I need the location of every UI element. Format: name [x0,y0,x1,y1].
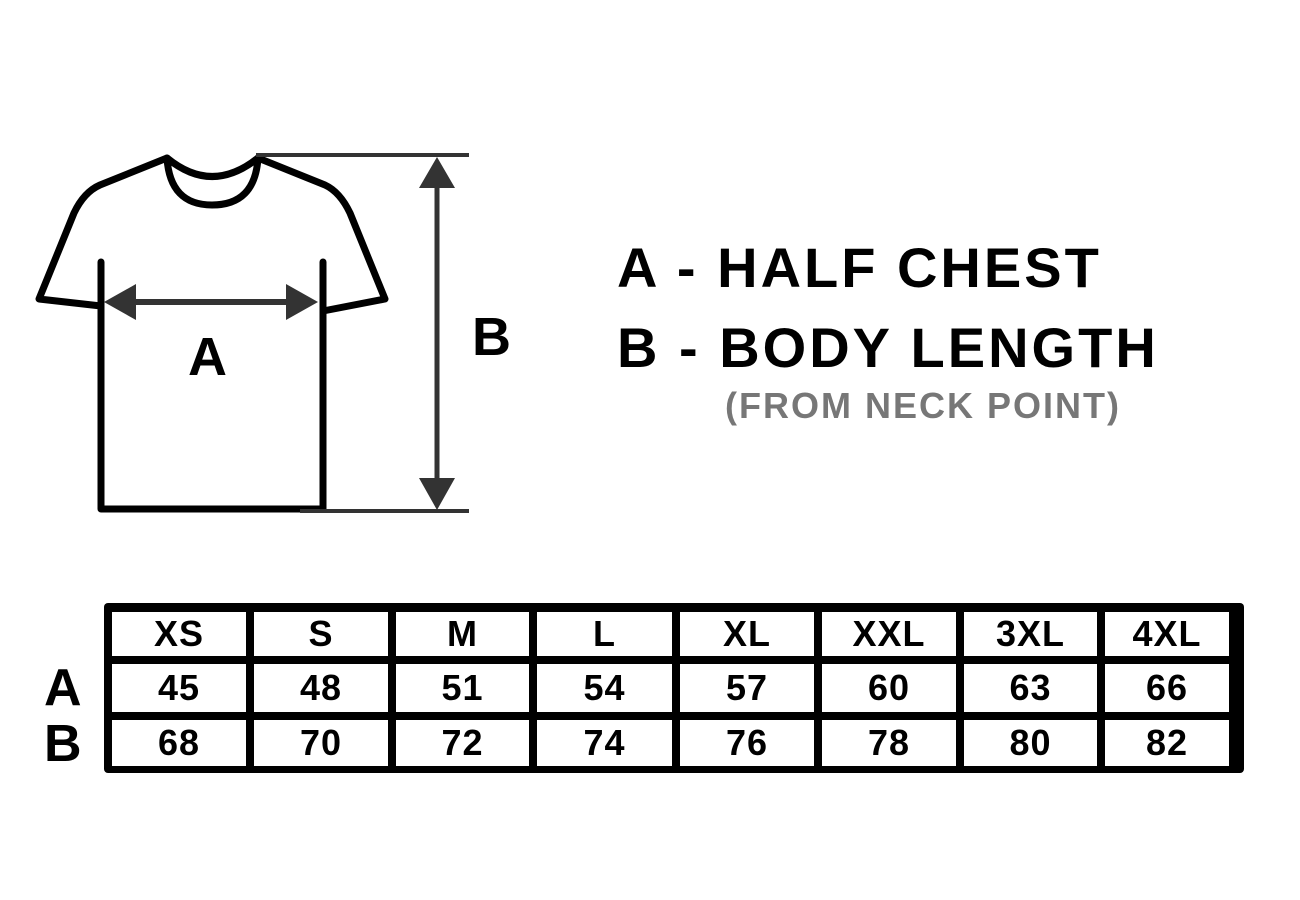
half-chest-cell: 48 [254,664,388,712]
size-header-cell: 4XL [1105,612,1229,656]
size-header-cell: S [254,612,388,656]
size-header-cell: XS [112,612,246,656]
half-chest-cell: 66 [1105,664,1229,712]
body-length-label: B [472,307,511,367]
size-header-cell: XXL [822,612,956,656]
legend-half-chest: A - HALF CHEST [617,236,1102,299]
body-length-cell: 82 [1105,720,1229,766]
half-chest-cell: 51 [396,664,529,712]
body-length-arrow [256,153,469,513]
body-length-cell: 78 [822,720,956,766]
half-chest-arrow [104,284,318,320]
size-header-cell: 3XL [964,612,1097,656]
tshirt-diagram [35,153,469,513]
half-chest-cell: 57 [680,664,814,712]
body-length-cell: 76 [680,720,814,766]
size-header-cell: L [537,612,672,656]
body-length-cell: 80 [964,720,1097,766]
body-length-cell: 74 [537,720,672,766]
size-table: XS S M L XL XXL 3XL 4XL 45 48 51 54 57 60 63 66 68 70 72 74… [104,603,1244,773]
body-length-cell: 70 [254,720,388,766]
row-label-b: B [44,715,82,773]
body-length-cell: 68 [112,720,246,766]
half-chest-label: A [188,327,227,387]
half-chest-cell: 63 [964,664,1097,712]
legend-note: (FROM NECK POINT) [725,385,1121,426]
half-chest-cell: 60 [822,664,956,712]
size-header-cell: XL [680,612,814,656]
body-length-cell: 72 [396,720,529,766]
row-label-a: A [44,659,82,717]
legend-body-length: B - BODY LENGTH [617,316,1159,379]
half-chest-cell: 45 [112,664,246,712]
half-chest-cell: 54 [537,664,672,712]
tshirt-outline [35,154,389,513]
size-header-cell: M [396,612,529,656]
